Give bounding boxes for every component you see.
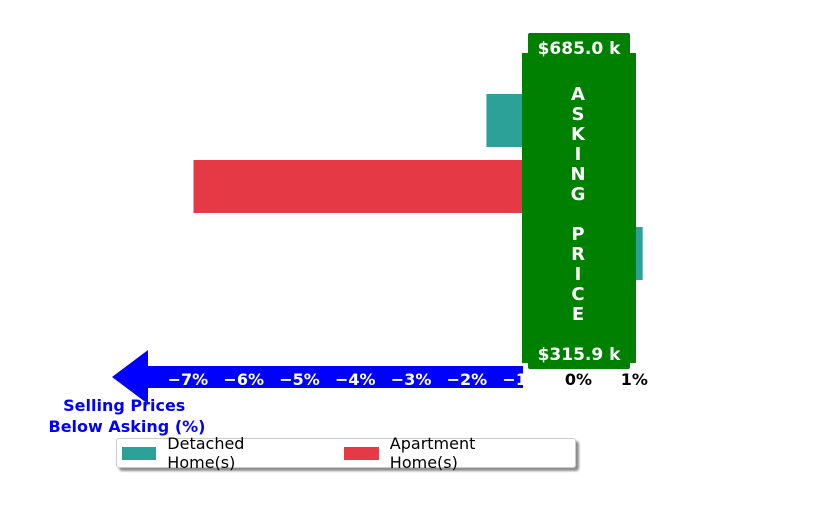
asking-price-letter: I: [575, 264, 582, 285]
bottom-value-tab: [528, 340, 630, 369]
asking-price-letter: A: [571, 84, 585, 105]
asking-price-letter: S: [572, 104, 585, 125]
top-value-tab: [528, 33, 630, 62]
x-tick-labels: −7% −6% −5% −4% −3% −2% −1% 0% 1%: [168, 370, 648, 389]
asking-price-letter: K: [571, 124, 586, 145]
legend-item-apartment: Apartment Home(s): [344, 434, 541, 472]
x-tick-label: 1%: [621, 370, 648, 389]
asking-price-bottom-value: $315.9 k: [538, 345, 622, 365]
legend-label-detached: Detached Home(s): [167, 434, 245, 472]
asking-price-box: [522, 53, 636, 363]
x-tick-label: −1%: [502, 370, 543, 389]
legend: Detached Home(s) Apartment Home(s): [116, 434, 576, 472]
legend-label-apartment: Apartment Home(s): [389, 434, 476, 472]
x-tick-label: −3%: [391, 370, 432, 389]
x-axis-label: Selling Prices Below Asking (%): [49, 396, 206, 436]
asking-price-top-value: $685.0 k: [538, 39, 622, 59]
legend-swatch-apartment: [344, 446, 379, 460]
asking-price-letter: E: [572, 304, 584, 325]
bar-apartment-1: [193, 160, 579, 213]
asking-price-letter: N: [570, 164, 585, 185]
asking-price-letter: R: [571, 244, 585, 265]
x-tick-label: −7%: [168, 370, 209, 389]
asking-price-letter: C: [571, 284, 584, 305]
asking-price-letter: P: [571, 224, 584, 245]
x-tick-label: −4%: [335, 370, 376, 389]
asking-price-letter: G: [571, 184, 586, 205]
asking-price-letter: I: [575, 144, 582, 165]
x-tick-label: −5%: [279, 370, 320, 389]
legend-swatch-detached: [122, 446, 157, 460]
below-asking-arrow: [112, 350, 523, 404]
legend-item-detached: Detached Home(s): [122, 434, 310, 472]
x-tick-label: −2%: [447, 370, 488, 389]
x-tick-label: −6%: [223, 370, 264, 389]
x-tick-label: 0%: [565, 370, 592, 389]
